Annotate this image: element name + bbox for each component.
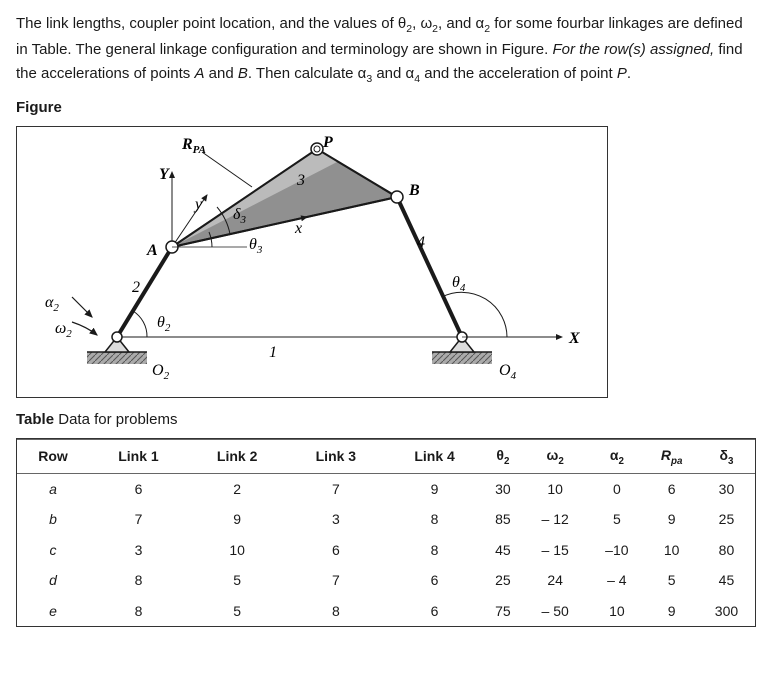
cell: 6	[385, 565, 484, 595]
link-4	[397, 197, 462, 337]
cell: 80	[698, 535, 755, 565]
cell: 5	[588, 504, 645, 534]
cell: 75	[484, 596, 522, 626]
cell: 3	[89, 535, 188, 565]
cell: 7	[287, 565, 386, 595]
cell: 10	[645, 535, 698, 565]
table-row: d85762524– 4545	[17, 565, 755, 595]
ground-right	[432, 352, 492, 364]
label-x-local: x	[294, 220, 302, 237]
cell: 9	[645, 504, 698, 534]
cell: 0	[588, 474, 645, 505]
cell: 8	[385, 535, 484, 565]
cell: 6	[645, 474, 698, 505]
table-row: e858675– 50109300	[17, 596, 755, 626]
cell: 6	[385, 596, 484, 626]
row-label: a	[17, 474, 89, 505]
label-y-local: y	[193, 196, 203, 213]
cell: 8	[385, 504, 484, 534]
cell: 5	[645, 565, 698, 595]
cell: 9	[188, 504, 287, 534]
row-label: e	[17, 596, 89, 626]
linkage-figure: RPA P Y y x 3 B A δ3 θ3 4 2 α2 ω2 θ2 θ4 …	[16, 126, 608, 398]
cell: 9	[645, 596, 698, 626]
label-B: B	[408, 182, 420, 199]
cell: 45	[698, 565, 755, 595]
col-header-5: θ2	[484, 439, 522, 473]
cell: 10	[188, 535, 287, 565]
cell: 8	[89, 596, 188, 626]
label-theta2: θ2	[157, 314, 171, 334]
cell: 30	[484, 474, 522, 505]
label-theta3: θ3	[249, 236, 263, 256]
label-alpha2: α2	[45, 294, 59, 314]
cell: 25	[484, 565, 522, 595]
coupler-triangle	[172, 149, 397, 247]
label-A: A	[146, 242, 158, 259]
label-O4: O4	[499, 362, 517, 382]
label-X: X	[568, 330, 580, 347]
cell: 6	[89, 474, 188, 505]
problem-statement: The link lengths, coupler point location…	[16, 12, 756, 88]
col-header-0: Row	[17, 439, 89, 473]
label-O2: O2	[152, 362, 170, 382]
row-label: c	[17, 535, 89, 565]
cell: –10	[588, 535, 645, 565]
label-p: P	[322, 134, 333, 151]
cell: 3	[287, 504, 386, 534]
cell: 7	[89, 504, 188, 534]
col-header-2: Link 2	[188, 439, 287, 473]
label-omega2: ω2	[55, 320, 72, 340]
col-header-7: α2	[588, 439, 645, 473]
cell: 45	[484, 535, 522, 565]
cell: 6	[287, 535, 386, 565]
label-4: 4	[417, 234, 425, 251]
label-3: 3	[296, 172, 305, 189]
label-theta4: θ4	[452, 274, 466, 294]
cell: 8	[89, 565, 188, 595]
cell: – 15	[522, 535, 588, 565]
table-row: a627930100630	[17, 474, 755, 505]
data-table: RowLink 1Link 2Link 3Link 4θ2ω2α2Rpaδ3 a…	[16, 438, 756, 627]
omega2-arrow	[72, 322, 97, 335]
cell: 7	[287, 474, 386, 505]
table-row: c3106845– 15–101080	[17, 535, 755, 565]
cell: 30	[698, 474, 755, 505]
label-rpa: RPA	[181, 136, 206, 156]
col-header-6: ω2	[522, 439, 588, 473]
col-header-1: Link 1	[89, 439, 188, 473]
cell: 5	[188, 596, 287, 626]
col-header-3: Link 3	[287, 439, 386, 473]
label-Y: Y	[159, 166, 170, 183]
table-heading: Table Data for problems	[16, 408, 756, 432]
col-header-9: δ3	[698, 439, 755, 473]
cell: 300	[698, 596, 755, 626]
row-label: d	[17, 565, 89, 595]
cell: 10	[588, 596, 645, 626]
cell: 8	[287, 596, 386, 626]
cell: – 12	[522, 504, 588, 534]
cell: 24	[522, 565, 588, 595]
ground-left	[87, 352, 147, 364]
row-label: b	[17, 504, 89, 534]
cell: – 4	[588, 565, 645, 595]
table-row: b793885– 125925	[17, 504, 755, 534]
label-2: 2	[132, 279, 140, 296]
cell: 85	[484, 504, 522, 534]
col-header-4: Link 4	[385, 439, 484, 473]
cell: 9	[385, 474, 484, 505]
cell: – 50	[522, 596, 588, 626]
cell: 25	[698, 504, 755, 534]
alpha2-arrow	[72, 297, 92, 317]
figure-heading: Figure	[16, 96, 756, 120]
theta2-arc	[133, 311, 147, 337]
cell: 10	[522, 474, 588, 505]
cell: 2	[188, 474, 287, 505]
cell: 5	[188, 565, 287, 595]
col-header-8: Rpa	[645, 439, 698, 473]
label-1: 1	[269, 344, 277, 361]
